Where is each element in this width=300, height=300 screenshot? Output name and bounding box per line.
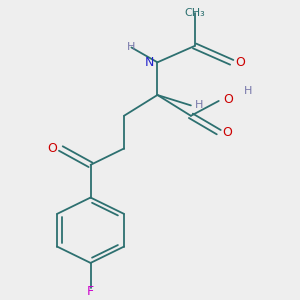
- Text: O: O: [48, 142, 58, 155]
- Text: H: H: [195, 100, 203, 110]
- Text: H: H: [244, 85, 253, 95]
- Text: H: H: [127, 43, 136, 52]
- Text: O: O: [223, 93, 233, 106]
- Text: CH₃: CH₃: [184, 8, 205, 18]
- Text: O: O: [235, 56, 245, 69]
- Text: N: N: [145, 56, 154, 69]
- Text: O: O: [222, 126, 232, 139]
- Text: F: F: [87, 285, 94, 298]
